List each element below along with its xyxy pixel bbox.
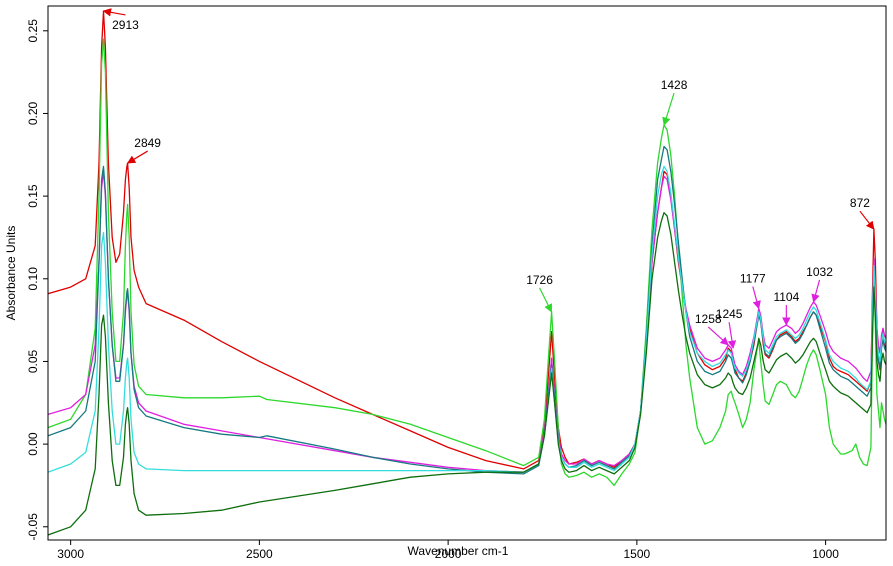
peak-arrow bbox=[811, 279, 821, 303]
y-tick-label: 0.10 bbox=[26, 267, 40, 291]
peak-label: 1258 bbox=[695, 312, 722, 326]
peak-annotation: 872 bbox=[850, 196, 875, 230]
y-axis-title: Absorbance Units bbox=[4, 226, 18, 321]
peak-annotation: 1177 bbox=[740, 272, 766, 310]
series-line-1 bbox=[48, 10, 886, 470]
peak-annotation: 2849 bbox=[126, 136, 161, 164]
y-tick-label: 0.25 bbox=[26, 19, 40, 43]
y-tick-label: 0.15 bbox=[26, 184, 40, 208]
peak-arrow bbox=[859, 210, 875, 230]
axis-layer: 3000 2500 2000 1500 1000 -0.05 0.00 0.05 0.10 0.1… bbox=[26, 5, 887, 561]
peak-arrow bbox=[752, 286, 761, 310]
peak-arrow bbox=[727, 322, 737, 350]
peak-label: 1726 bbox=[526, 273, 553, 287]
peak-annotation: 1104 bbox=[773, 290, 800, 326]
peak-annotation: 1258 bbox=[695, 312, 729, 346]
peak-label: 1032 bbox=[806, 265, 833, 279]
peak-annotation: 2913 bbox=[102, 8, 139, 32]
y-tick-label: 0.20 bbox=[26, 101, 40, 125]
peak-label: 1428 bbox=[661, 78, 688, 92]
x-tick-label: 2000 bbox=[435, 547, 462, 561]
peak-arrow bbox=[707, 326, 729, 346]
y-tick-label: -0.05 bbox=[26, 513, 40, 541]
peak-label: 1177 bbox=[740, 272, 766, 286]
x-tick-label: 1500 bbox=[624, 547, 651, 561]
peak-arrow bbox=[539, 287, 553, 313]
peak-label: 2913 bbox=[112, 18, 139, 32]
series-line-2 bbox=[48, 38, 886, 487]
series-line-4 bbox=[48, 145, 886, 475]
peak-arrow bbox=[126, 150, 148, 164]
x-tick-label: 3000 bbox=[57, 547, 84, 561]
x-axis-title: Wavenumber cm-1 bbox=[408, 544, 509, 558]
x-tick-label: 1000 bbox=[812, 547, 839, 561]
y-tick-label: 0.00 bbox=[26, 432, 40, 456]
x-tick-label: 2500 bbox=[246, 547, 273, 561]
peak-label: 1104 bbox=[773, 290, 799, 304]
peak-label: 1245 bbox=[716, 307, 743, 321]
peak-label: 872 bbox=[850, 196, 870, 210]
series-layer bbox=[48, 10, 886, 536]
peak-arrow bbox=[662, 92, 675, 126]
plot-frame bbox=[47, 5, 887, 541]
peak-annotation: 1032 bbox=[806, 265, 833, 303]
peak-annotation: 1245 bbox=[716, 307, 743, 350]
y-tick-label: 0.05 bbox=[26, 349, 40, 373]
peak-arrow bbox=[102, 8, 126, 17]
peak-label: 2849 bbox=[134, 136, 161, 150]
peak-annotation: 1726 bbox=[526, 273, 553, 313]
series-line-6 bbox=[48, 212, 886, 536]
series-line-5 bbox=[48, 165, 886, 473]
peak-annotation: 1428 bbox=[661, 78, 688, 126]
